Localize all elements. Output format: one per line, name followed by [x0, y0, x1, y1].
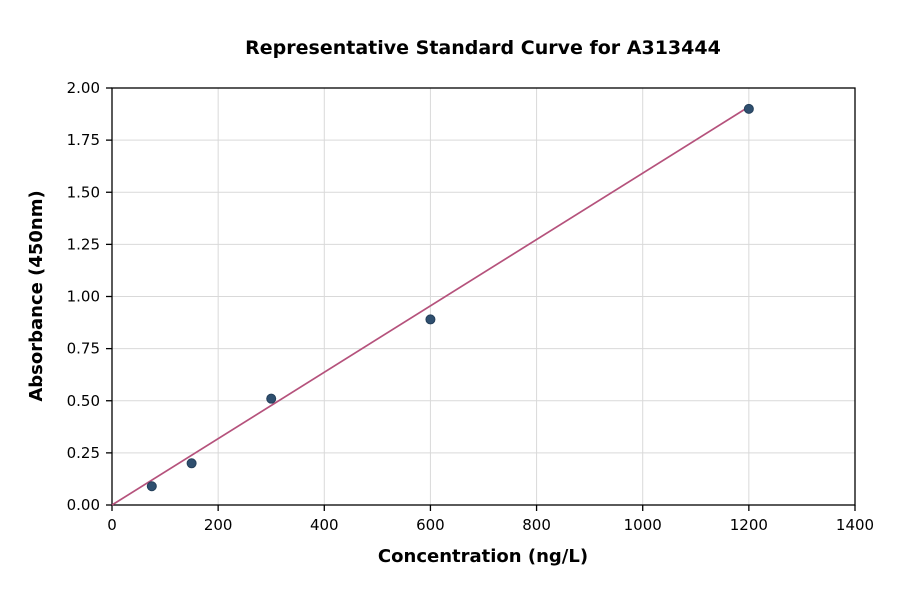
y-tick-label: 0.75: [67, 340, 100, 358]
data-point: [146, 481, 157, 492]
y-tick-label: 1.75: [67, 131, 100, 149]
data-point: [266, 393, 277, 404]
x-tick-label: 600: [416, 516, 445, 534]
x-tick-label: 800: [522, 516, 551, 534]
y-tick-label: 0.00: [67, 496, 100, 514]
y-tick-label: 1.50: [67, 183, 100, 201]
y-tick-label: 0.25: [67, 444, 100, 462]
trend-line: [111, 106, 750, 506]
y-tick-label: 1.25: [67, 235, 100, 253]
x-tick-label: 0: [107, 516, 117, 534]
data-point: [743, 103, 754, 114]
x-axis-label: Concentration (ng/L): [378, 546, 588, 567]
y-tick-label: 1.00: [67, 288, 100, 306]
x-tick-label: 1200: [730, 516, 768, 534]
y-tick-label: 2.00: [67, 79, 100, 97]
y-tick-label: 0.50: [67, 392, 100, 410]
data-point: [186, 458, 197, 469]
x-tick-label: 1000: [624, 516, 662, 534]
x-tick-label: 200: [204, 516, 233, 534]
data-point: [425, 314, 436, 325]
x-tick-label: 1400: [836, 516, 874, 534]
x-tick-label: 400: [310, 516, 339, 534]
plot-area: 0 200 400 600 800 1000 1200 1400 0.00 0.25 0.50 0.7…: [67, 79, 875, 534]
y-axis-label: Absorbance (450nm): [26, 190, 47, 401]
chart-title: Representative Standard Curve for A31344…: [245, 37, 721, 59]
